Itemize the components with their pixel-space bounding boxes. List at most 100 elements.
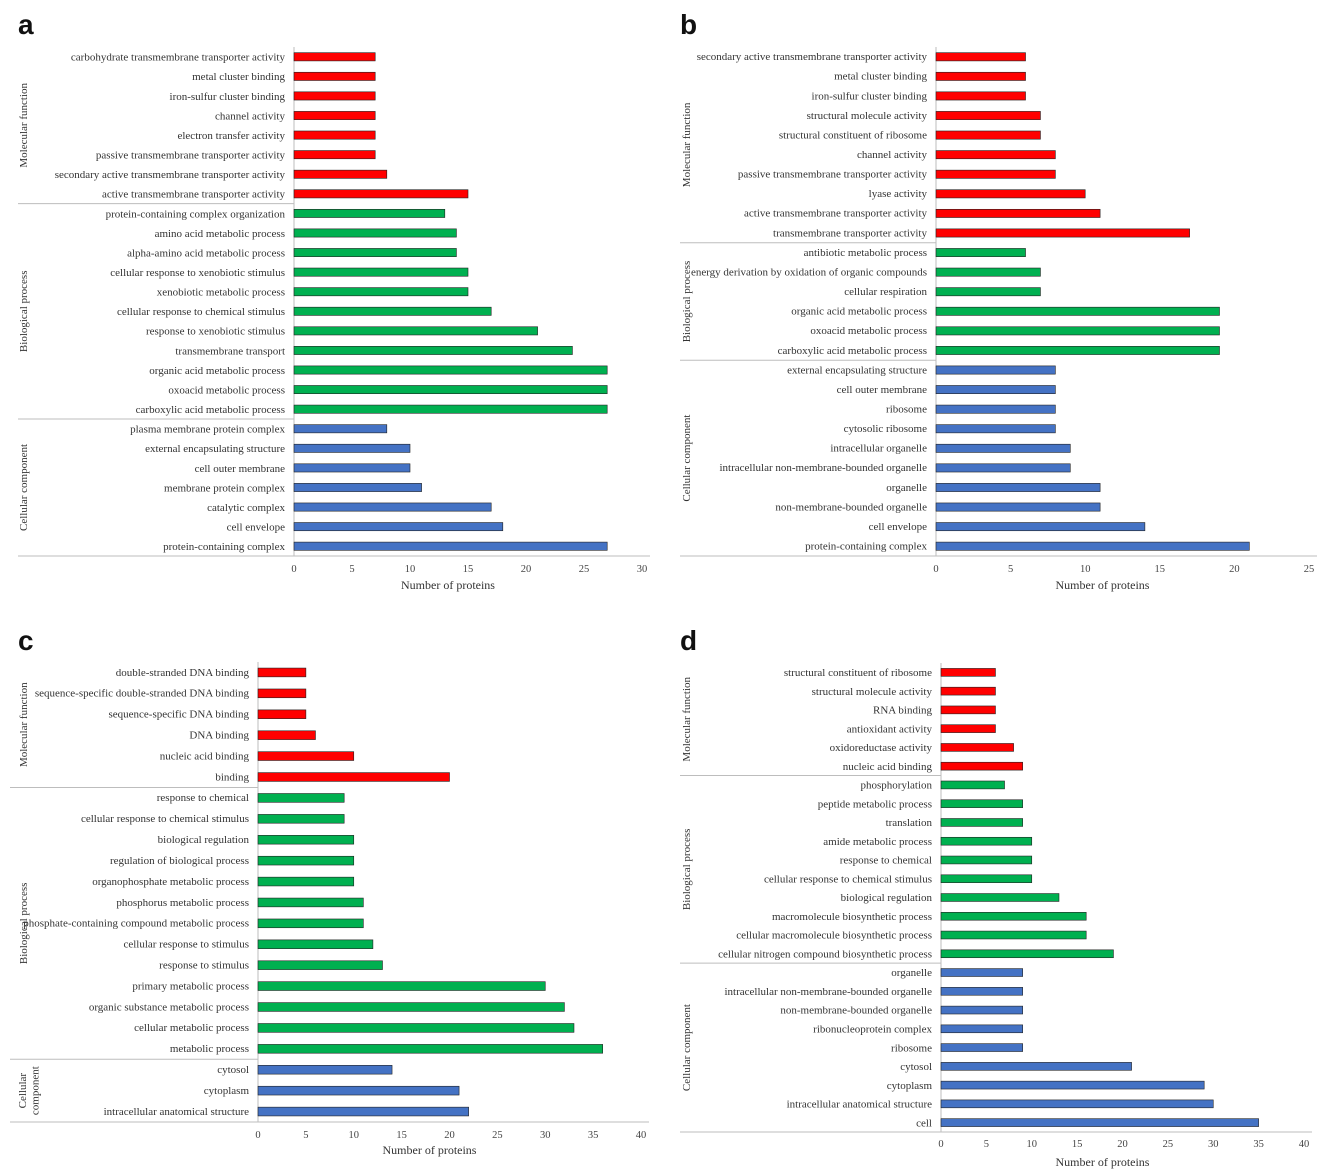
category-label: oxoacid metabolic process — [168, 384, 285, 396]
bar — [935, 326, 1220, 336]
bar — [935, 52, 1026, 62]
bar — [935, 522, 1146, 532]
category-label: ribosome — [886, 403, 927, 415]
category-label: intracellular non-membrane-bounded organ… — [720, 462, 928, 474]
category-label: energy derivation by oxidation of organi… — [691, 266, 927, 278]
bar — [935, 287, 1041, 297]
panel-letter-a: a — [18, 9, 34, 40]
bar — [257, 793, 345, 803]
bar — [293, 404, 608, 414]
bar — [257, 1065, 393, 1075]
category-label: cell envelope — [869, 521, 927, 533]
category-label: nucleic acid binding — [160, 750, 250, 762]
bar — [940, 987, 1023, 996]
bar — [935, 111, 1041, 120]
bar — [940, 1118, 1259, 1127]
category-label: antioxidant activity — [847, 723, 933, 735]
bar — [257, 814, 345, 824]
x-tick-label: 10 — [349, 1130, 360, 1141]
bar — [293, 424, 388, 434]
bar — [293, 463, 411, 473]
group-label-line: Cellular — [17, 1073, 29, 1109]
bar — [293, 91, 376, 101]
category-label: intracellular non-membrane-bounded organ… — [725, 986, 933, 998]
category-label: active transmembrane transporter activit… — [102, 189, 285, 201]
bar — [293, 365, 608, 375]
bar — [935, 346, 1220, 355]
category-label: cytosol — [217, 1064, 249, 1076]
bar — [257, 960, 383, 970]
category-label: oxoacid metabolic process — [810, 325, 927, 337]
bar — [940, 668, 996, 677]
category-label: cytosolic ribosome — [844, 423, 928, 435]
category-label: intracellular anatomical structure — [787, 1099, 932, 1111]
category-label: DNA binding — [189, 730, 249, 742]
group-label-biological-process: Biological process — [681, 829, 693, 911]
bar — [935, 228, 1190, 238]
bar — [257, 1085, 460, 1096]
category-label: biological regulation — [841, 892, 933, 904]
x-tick-label: 5 — [349, 564, 354, 575]
category-label: phosphate-containing compound metabolic … — [23, 918, 249, 930]
bar — [257, 918, 364, 929]
category-label: response to stimulus — [159, 960, 249, 972]
bar — [940, 799, 1023, 808]
category-label: external encapsulating structure — [787, 364, 927, 376]
bar — [935, 248, 1026, 257]
bar — [257, 981, 546, 991]
bar — [257, 667, 307, 678]
bar — [935, 365, 1056, 375]
category-label: cellular response to chemical stimulus — [81, 813, 249, 825]
bar — [257, 835, 355, 845]
bar — [935, 169, 1056, 179]
category-label: cellular nitrogen compound biosynthetic … — [718, 948, 932, 960]
panel-letter-c: c — [18, 625, 34, 656]
x-tick-label: 10 — [1080, 564, 1091, 575]
panel-b: b Molecular function secondary active tran… — [680, 9, 1317, 592]
bar — [940, 836, 1033, 846]
bar — [293, 228, 457, 238]
x-tick-label: 15 — [1072, 1139, 1083, 1150]
category-label: sequence-specific DNA binding — [108, 709, 249, 721]
category-label: binding — [215, 771, 249, 783]
bar — [293, 189, 469, 199]
category-label: organelle — [886, 482, 927, 494]
category-label: biological regulation — [158, 834, 250, 846]
category-label: secondary active transmembrane transport… — [697, 51, 928, 63]
category-label: sequence-specific double-stranded DNA bi… — [35, 688, 250, 700]
category-label: metal cluster binding — [834, 71, 927, 83]
group-label-biological-process: Biological process — [18, 883, 30, 965]
group-label-biological-process: Biological process — [681, 261, 693, 343]
category-label: structural molecule activity — [807, 110, 928, 122]
category-label: cytosol — [900, 1061, 932, 1073]
group-label-cellular-component: Cellular component — [681, 415, 693, 502]
bar — [935, 267, 1041, 277]
bar — [940, 705, 996, 715]
category-label: amino acid metabolic process — [155, 228, 285, 240]
group-label-molecular-function: Molecular function — [681, 676, 693, 761]
category-label: primary metabolic process — [132, 980, 249, 992]
category-label: response to chemical — [840, 855, 932, 867]
bar — [935, 91, 1026, 101]
category-label: cellular response to stimulus — [123, 939, 249, 951]
category-label: structural constituent of ribosome — [779, 129, 927, 141]
bar — [293, 306, 492, 316]
bar — [940, 949, 1114, 959]
panel-c: c Molecular function double-stranded DNA b… — [10, 625, 649, 1157]
x-tick-label: 20 — [1229, 564, 1240, 575]
x-tick-label: 20 — [1117, 1139, 1128, 1150]
panel-letter-d: d — [680, 625, 697, 656]
bar — [935, 385, 1056, 395]
bar — [293, 267, 469, 277]
bar — [257, 751, 355, 761]
category-label: cellular response to chemical stimulus — [117, 306, 285, 318]
category-label: protein-containing complex — [805, 541, 927, 553]
category-label: organelle — [891, 967, 932, 979]
bar — [935, 189, 1086, 199]
category-label: transmembrane transporter activity — [773, 227, 927, 239]
bar — [293, 443, 411, 453]
x-tick-label: 40 — [636, 1130, 647, 1141]
category-label: ribosome — [891, 1042, 932, 1054]
x-tick-label: 20 — [521, 564, 532, 575]
